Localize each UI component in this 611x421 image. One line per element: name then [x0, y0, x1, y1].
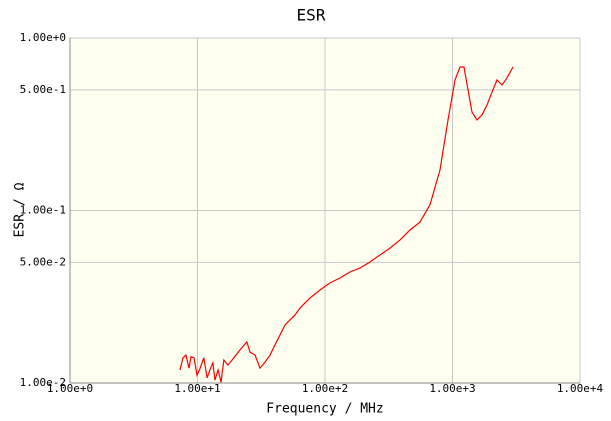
- x-tick-label: 1.00e+0: [47, 382, 93, 395]
- x-tick-label: 1.00e+1: [174, 382, 220, 395]
- x-tick-label: 1.00e+2: [302, 382, 348, 395]
- chart-title: ESR: [297, 6, 326, 25]
- y-tick-label: 1.00e-1: [20, 204, 66, 217]
- y-tick-label: 1.00e-2: [20, 376, 66, 389]
- x-tick-label: 1.00e+3: [429, 382, 475, 395]
- y-axis-label: ESR / Ω: [13, 182, 28, 237]
- y-tick-label: 5.00e-1: [20, 83, 66, 96]
- y-tick-label: 5.00e-2: [20, 255, 66, 268]
- y-tick-label: 1.00e+0: [20, 31, 66, 44]
- x-axis-label: Frequency / MHz: [266, 402, 383, 417]
- x-tick-label: 1.00e+4: [557, 382, 604, 395]
- data-line: [179, 66, 514, 383]
